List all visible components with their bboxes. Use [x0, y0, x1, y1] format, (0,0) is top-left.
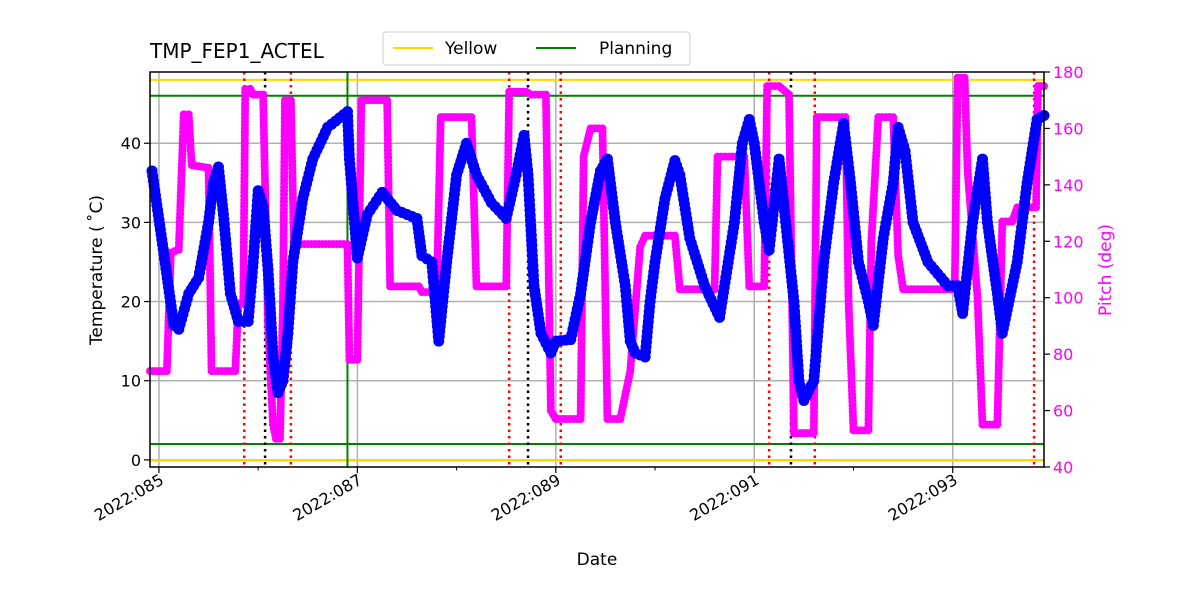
- x-axis-label: Date: [577, 550, 618, 570]
- y-axis-label: Temperature ( ˚C): [86, 195, 107, 346]
- plot-frame: [149, 71, 1045, 468]
- temperature-series: [146, 106, 1050, 407]
- y2-tick-label: 120: [1053, 232, 1084, 251]
- y2-axis-label: Pitch (deg): [1096, 224, 1116, 316]
- y-tick-label: 30: [121, 213, 141, 232]
- x-tick-label: 2022:085: [91, 470, 167, 525]
- y-tick-label: 0: [131, 451, 141, 470]
- pitch-series: [146, 73, 1048, 443]
- x-tick-label: 2022:087: [289, 470, 365, 525]
- legend-label-planning: Planning: [599, 39, 672, 59]
- y2-tick-label: 80: [1053, 345, 1073, 364]
- y2-tick-label: 140: [1053, 176, 1084, 195]
- legend: Yellow Planning: [382, 31, 691, 66]
- x-tick-label: 2022:089: [488, 470, 564, 525]
- y2-tick-label: 160: [1053, 119, 1084, 138]
- y2-tick-label: 180: [1053, 63, 1084, 82]
- y2-tick-label: 60: [1053, 402, 1073, 421]
- x-tick-label: 2022:091: [686, 470, 762, 525]
- y-tick-label: 10: [121, 372, 141, 391]
- chart-title: TMP_FEP1_ACTEL: [149, 39, 325, 63]
- legend-label-yellow: Yellow: [444, 39, 497, 59]
- y2-tick-label: 100: [1053, 289, 1084, 308]
- y-tick-label: 20: [121, 293, 141, 312]
- x-tick-label: 2022:093: [885, 470, 961, 525]
- y2-tick-label: 40: [1053, 458, 1073, 477]
- limit-lines: [150, 78, 1044, 462]
- y-tick-label: 40: [121, 134, 141, 153]
